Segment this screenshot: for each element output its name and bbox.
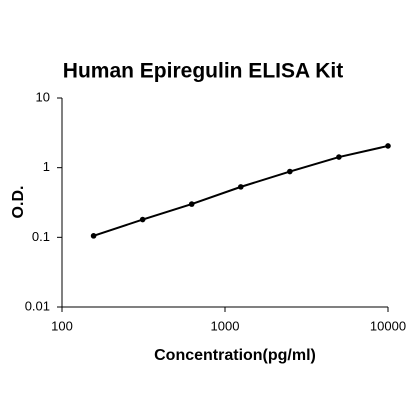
- y-tick-label: 0.1: [32, 229, 50, 244]
- data-point: [237, 184, 244, 190]
- x-tick-label: 100: [51, 318, 73, 333]
- x-axis-title: Concentration(pg/ml): [154, 347, 316, 364]
- data-point: [287, 168, 293, 175]
- y-tick-label: 0.01: [25, 298, 50, 313]
- y-tick-label: 1: [43, 159, 50, 174]
- data-point: [336, 154, 342, 160]
- data-point: [139, 216, 146, 223]
- x-tick-label: 10000: [370, 318, 406, 333]
- y-tick-label: 10: [36, 89, 50, 104]
- y-axis-title: O.D.: [10, 186, 27, 219]
- fit-line: [93, 144, 389, 237]
- x-tick-label: 1000: [211, 318, 240, 333]
- data-point: [90, 233, 97, 239]
- data-point: [188, 201, 195, 207]
- data-point: [385, 143, 391, 149]
- chart-title: Human Epiregulin ELISA Kit: [63, 60, 343, 83]
